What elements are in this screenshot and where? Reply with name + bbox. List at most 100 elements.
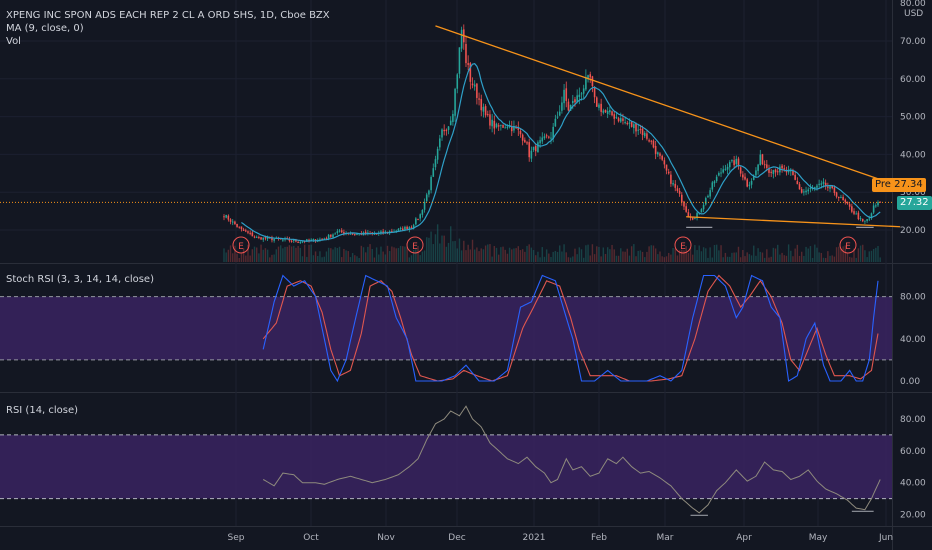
candle-body bbox=[447, 126, 450, 130]
volume-bar bbox=[569, 257, 572, 262]
volume-bar bbox=[430, 231, 432, 262]
ma-legend[interactable]: MA (9, close, 0) bbox=[6, 23, 84, 34]
volume-bar bbox=[790, 250, 792, 262]
volume-bar bbox=[338, 246, 341, 262]
y-tick-label: 0.00 bbox=[900, 377, 920, 387]
candle-body bbox=[870, 213, 873, 219]
candle-body bbox=[452, 113, 454, 122]
stoch-band bbox=[0, 296, 892, 360]
last-price-tag: 27.32 bbox=[897, 196, 932, 210]
candle-body bbox=[245, 230, 247, 232]
candle-body bbox=[702, 205, 705, 210]
volume-bar bbox=[378, 254, 380, 262]
candle-body bbox=[567, 101, 570, 111]
volume-bar bbox=[469, 249, 472, 262]
candle-body bbox=[842, 196, 844, 201]
volume-bar bbox=[609, 249, 611, 262]
currency-label[interactable]: USD bbox=[904, 9, 924, 19]
candle-body bbox=[436, 148, 439, 160]
candle-body bbox=[646, 133, 648, 139]
candle-body bbox=[558, 111, 561, 116]
volume-bar bbox=[870, 250, 873, 262]
candle-body bbox=[772, 170, 775, 174]
volume-bar bbox=[412, 249, 415, 262]
volume-bar bbox=[646, 251, 648, 262]
volume-bar bbox=[467, 244, 469, 262]
volume-bar bbox=[345, 250, 347, 262]
candle-body bbox=[391, 231, 393, 233]
volume-bar bbox=[269, 257, 271, 262]
stoch-rsi-legend[interactable]: Stoch RSI (3, 3, 14, 14, close) bbox=[6, 274, 154, 285]
volume-bar bbox=[530, 247, 533, 262]
candle-body bbox=[667, 171, 670, 174]
volume-bar bbox=[661, 256, 663, 262]
volume-bar bbox=[587, 244, 589, 262]
volume-bar bbox=[766, 249, 768, 262]
candle-body bbox=[430, 176, 432, 191]
candle-body bbox=[831, 185, 834, 188]
candle-body bbox=[497, 125, 500, 127]
volume-bar bbox=[681, 249, 683, 262]
volume-bar bbox=[848, 256, 851, 262]
volume-bar bbox=[432, 244, 434, 262]
x-tick-label: Jun bbox=[878, 533, 893, 543]
volume-bar bbox=[665, 256, 668, 262]
candle-body bbox=[491, 119, 493, 127]
volume-bar bbox=[654, 248, 657, 262]
candle-body bbox=[633, 124, 635, 129]
volume-bar bbox=[384, 254, 387, 262]
candle-body bbox=[445, 129, 448, 132]
volume-bar bbox=[515, 248, 517, 262]
candle-body bbox=[247, 231, 249, 233]
candle-body bbox=[465, 44, 467, 64]
candle-body bbox=[707, 195, 709, 198]
candle-body bbox=[236, 223, 238, 227]
candle-body bbox=[763, 164, 766, 166]
volume-bar bbox=[824, 257, 827, 262]
candle-body bbox=[824, 182, 827, 187]
volume-bar bbox=[436, 224, 439, 262]
volume-bar bbox=[596, 246, 598, 262]
volume-bar bbox=[476, 247, 478, 262]
rsi-legend[interactable]: RSI (14, close) bbox=[6, 405, 79, 416]
vol-legend[interactable]: Vol bbox=[6, 36, 21, 47]
volume-bar bbox=[419, 255, 421, 262]
candle-body bbox=[757, 164, 759, 171]
rsi-band bbox=[0, 434, 892, 499]
volume-bar bbox=[258, 253, 260, 262]
volume-bar bbox=[722, 257, 724, 262]
volume-bar bbox=[360, 245, 363, 262]
candle-body bbox=[700, 209, 703, 213]
volume-bar bbox=[223, 248, 225, 262]
candle-body bbox=[351, 233, 354, 235]
volume-bar bbox=[652, 245, 655, 262]
candle-body bbox=[639, 129, 642, 131]
candle-body bbox=[864, 220, 866, 222]
volume-bar bbox=[593, 254, 596, 262]
volume-bar bbox=[517, 246, 519, 262]
volume-bar bbox=[598, 246, 600, 262]
candle-body bbox=[482, 106, 485, 112]
candle-body bbox=[340, 230, 343, 233]
volume-bar bbox=[497, 254, 500, 262]
volume-bar bbox=[589, 255, 591, 262]
volume-bar bbox=[513, 248, 515, 262]
candle-body bbox=[323, 238, 326, 240]
volume-bar bbox=[365, 252, 367, 262]
candle-body bbox=[412, 225, 415, 229]
candle-body bbox=[715, 176, 718, 182]
volume-bar bbox=[487, 244, 489, 262]
y-tick-label: 80.00 bbox=[900, 0, 926, 9]
volume-bar bbox=[757, 248, 759, 262]
candle-body bbox=[554, 118, 557, 127]
volume-bar bbox=[559, 245, 561, 262]
volume-bar bbox=[803, 255, 805, 262]
volume-bar bbox=[439, 243, 441, 262]
volume-bar bbox=[879, 257, 881, 262]
volume-bar bbox=[234, 245, 236, 262]
volume-bar bbox=[844, 245, 846, 262]
candle-body bbox=[572, 100, 574, 104]
y-tick-label: 30.00 bbox=[900, 188, 926, 198]
candle-body bbox=[855, 213, 857, 215]
